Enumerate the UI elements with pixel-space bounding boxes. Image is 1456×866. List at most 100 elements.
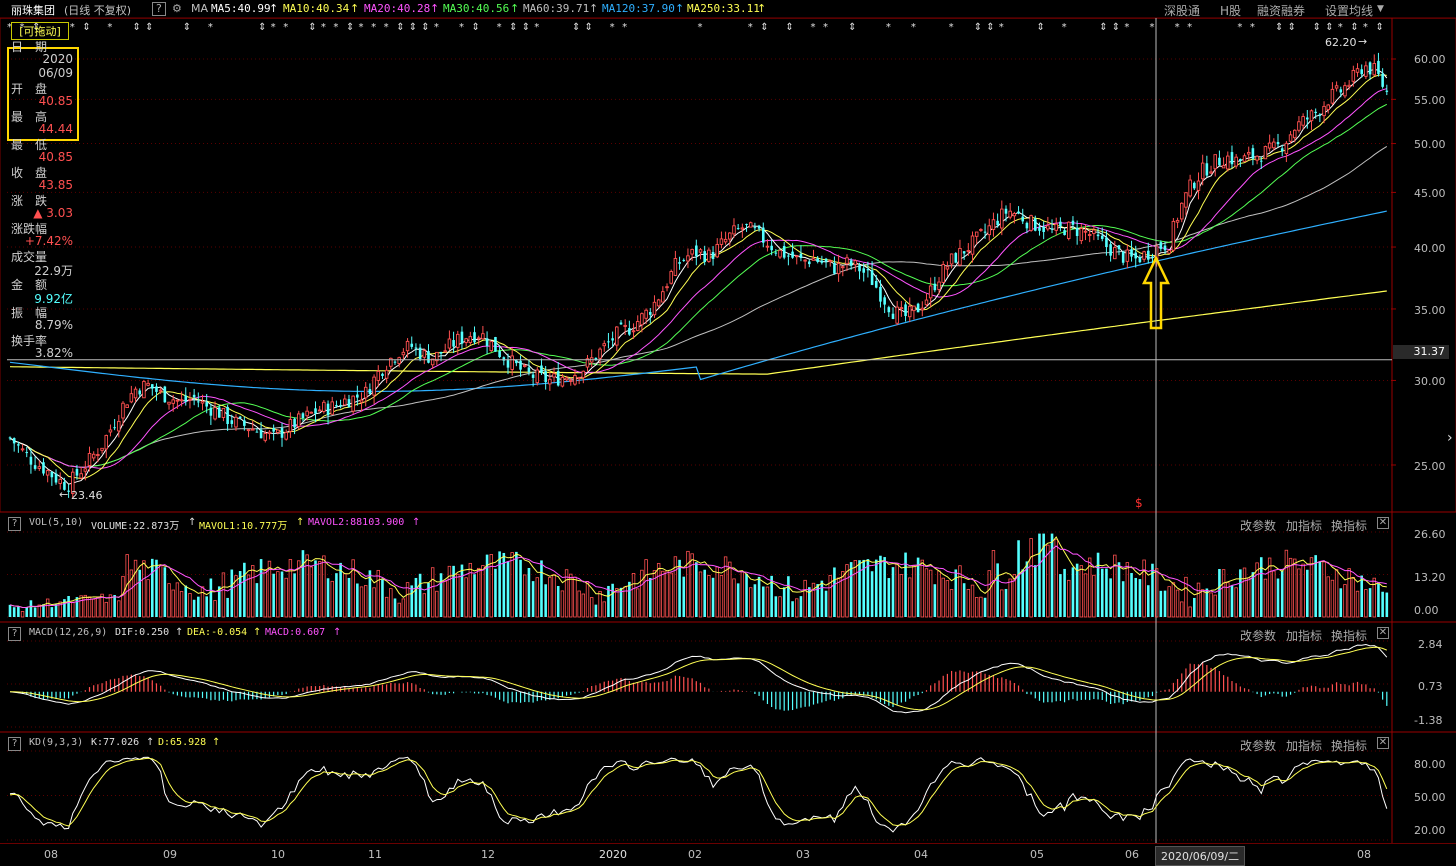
volume-bar-up	[1347, 568, 1351, 618]
candle-body-up	[1288, 134, 1293, 142]
vol-title[interactable]: VOL(5,10)	[29, 517, 84, 528]
volume-bar-down	[50, 607, 54, 617]
volume-bar-down	[866, 559, 870, 617]
vol-switch-indicator-button[interactable]: 换指标	[1331, 519, 1368, 533]
event-marker-icon: ⇕	[133, 22, 141, 33]
volume-bar-up	[690, 553, 694, 618]
scroll-handle[interactable]: ›	[1447, 430, 1453, 446]
kd-d-line	[9, 757, 1388, 827]
candle-body-up	[1372, 63, 1377, 76]
candle-body-down	[962, 251, 966, 254]
candle-body-down	[381, 373, 384, 376]
candle-body-up	[1301, 116, 1305, 126]
vol-add-indicator-button[interactable]: 加指标	[1286, 519, 1323, 533]
event-marker-icon: ⇕	[509, 22, 517, 33]
candle-body-up	[656, 299, 661, 307]
date-year: 2020	[42, 52, 73, 66]
kd-close-icon[interactable]: ✕	[1377, 737, 1389, 749]
shenguto-button[interactable]: 深股通	[1164, 4, 1201, 18]
month-tick: 10	[271, 848, 285, 861]
candle-body-down	[1134, 252, 1138, 259]
ma120-value: MA120:37.90	[602, 2, 675, 15]
volume-bar-down	[280, 571, 284, 617]
candle-body-up	[1113, 247, 1117, 260]
candle-body-up	[1255, 155, 1259, 161]
candle-body-down	[460, 331, 464, 344]
candle-body-up	[1087, 234, 1092, 236]
macd-title[interactable]: MACD(12,26,9)	[29, 627, 108, 638]
event-marker-icon: *	[698, 22, 703, 33]
candle-body-down	[301, 413, 305, 418]
volume-bar-up	[924, 568, 929, 618]
period-label[interactable]: (日线 不复权)	[64, 4, 132, 17]
ma-settings-button[interactable]: 设置均线	[1325, 4, 1374, 18]
candle-body-up	[1351, 69, 1356, 82]
candle-body-down	[1063, 230, 1066, 236]
vol-help-button[interactable]: ?	[8, 517, 22, 531]
volume-bar-down	[1239, 569, 1242, 617]
candle-body-down	[1146, 250, 1150, 260]
event-marker-icon: *	[748, 22, 753, 33]
volume-bar-up	[636, 588, 640, 618]
volume-bar-down	[410, 585, 414, 617]
ma-label: MA	[191, 2, 209, 15]
volume-bar-down	[393, 598, 397, 617]
volume-bar-up	[686, 550, 690, 618]
candle-body-up	[778, 249, 782, 258]
ma30-line	[9, 103, 1388, 468]
volume-bar-up	[937, 570, 941, 618]
kd-change-params-button[interactable]: 改参数	[1240, 739, 1277, 753]
arrow-up-icon: ↑	[350, 2, 360, 15]
candle-body-down	[891, 313, 895, 319]
candle-body-down	[648, 312, 652, 315]
candle-body-up	[1221, 165, 1226, 169]
candle-body-down	[933, 283, 937, 291]
help-button[interactable]: ?	[152, 2, 166, 16]
kd-title[interactable]: KD(9,3,3)	[29, 737, 84, 748]
gear-icon[interactable]: ⚙	[172, 2, 182, 15]
h-share-button[interactable]: H股	[1220, 4, 1242, 18]
vol-close-icon[interactable]: ✕	[1377, 517, 1389, 529]
volume-bar-up	[435, 590, 439, 618]
macd-change-params-button[interactable]: 改参数	[1240, 629, 1277, 643]
pct-value: +7.42%	[24, 234, 73, 248]
vol-change-params-button[interactable]: 改参数	[1240, 519, 1277, 533]
macd-close-icon[interactable]: ✕	[1377, 627, 1389, 639]
macd-help-button[interactable]: ?	[8, 627, 22, 641]
volume-bar-down	[544, 584, 547, 617]
stock-name[interactable]: 丽珠集团	[11, 4, 55, 17]
candle-body-up	[719, 238, 724, 245]
margin-trading-button[interactable]: 融资融券	[1257, 4, 1306, 18]
candle-body-up	[715, 244, 719, 258]
macd-dif: DIF:0.250	[115, 627, 170, 638]
macd-add-indicator-button[interactable]: 加指标	[1286, 629, 1323, 643]
candle-body-down	[1368, 62, 1372, 75]
volume-bar-up	[1255, 562, 1259, 618]
ma5-value: MA5:40.99	[211, 2, 271, 15]
event-marker-icon: *	[534, 22, 539, 33]
draggable-label[interactable]: [可拖动]	[11, 22, 69, 40]
kd-add-indicator-button[interactable]: 加指标	[1286, 739, 1323, 753]
caret-down-icon[interactable]: ▼	[1377, 4, 1384, 14]
volume-bar-up	[1272, 570, 1276, 618]
time-axis: 08 09 10 11 12 2020 02 03 04 05 06 08 20…	[0, 843, 1456, 866]
candle-body-down	[519, 360, 522, 370]
volume-bar-down	[1259, 557, 1263, 617]
vol-tick: 13.20	[1414, 571, 1446, 584]
volume-value: 22.9万	[34, 264, 73, 278]
month-tick: 08	[44, 848, 58, 861]
event-marker-icon: *	[911, 22, 916, 33]
kd-help-button[interactable]: ?	[8, 737, 22, 751]
event-marker-icon: ⇕	[522, 22, 530, 33]
candle-body-down	[594, 357, 598, 360]
macd-switch-indicator-button[interactable]: 换指标	[1331, 629, 1368, 643]
volume-bar-down	[1251, 572, 1255, 617]
volume-bar-down	[381, 579, 384, 617]
volume-bar-down	[954, 569, 958, 617]
candle-body-up	[841, 266, 845, 269]
volume-bar-down	[1042, 533, 1045, 617]
volume-bar-down	[1306, 569, 1309, 617]
amount-label: 金 额	[11, 278, 48, 292]
kd-switch-indicator-button[interactable]: 换指标	[1331, 739, 1368, 753]
